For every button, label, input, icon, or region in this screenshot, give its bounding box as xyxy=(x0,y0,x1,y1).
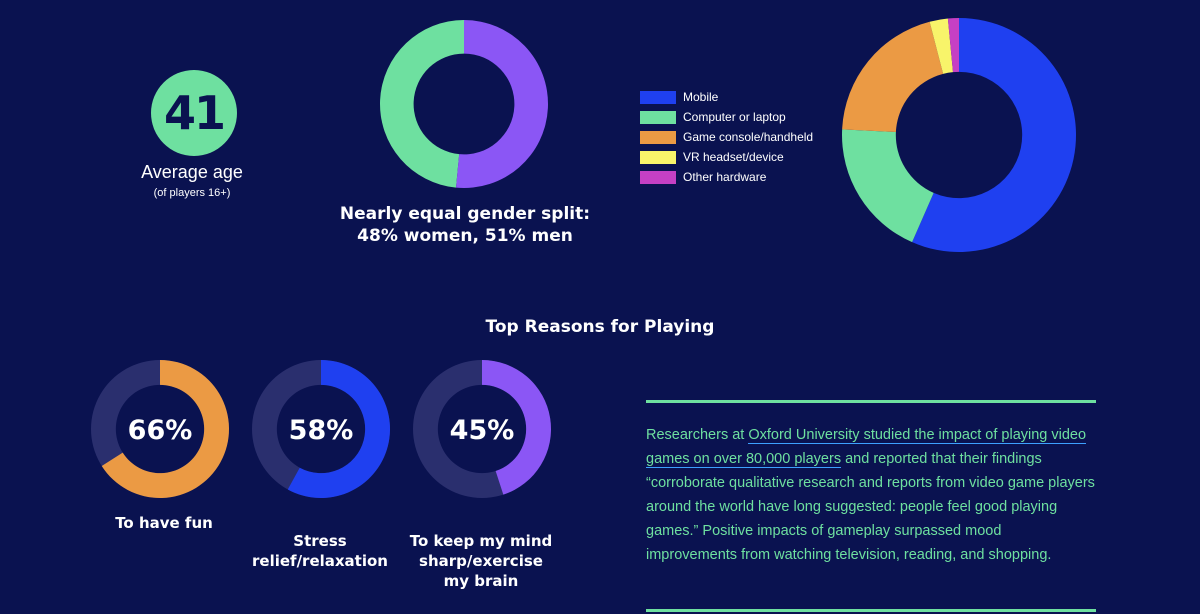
gender-caption: Nearly equal gender split: 48% women, 51… xyxy=(330,203,600,247)
donut-slice-game-console-handheld xyxy=(842,21,944,132)
legend-item: Other hardware xyxy=(640,167,813,187)
reason-percent-label: 58% xyxy=(289,415,354,446)
gender-caption-line1: Nearly equal gender split: xyxy=(339,204,591,224)
reason-caption-line: sharp/exercise xyxy=(419,552,543,570)
legend-item: Computer or laptop xyxy=(640,107,813,127)
device-legend: Mobile Computer or laptop Game console/han… xyxy=(640,87,813,187)
average-age-value: 41 xyxy=(163,86,226,140)
research-text-before: Researchers at xyxy=(646,427,749,443)
reason-brain-donut-chart: 45% xyxy=(413,360,552,498)
legend-swatch xyxy=(640,170,676,184)
reason-percent-label: 66% xyxy=(128,415,193,446)
reason-fun-donut-chart: 66% xyxy=(91,360,230,498)
device-donut-chart xyxy=(842,18,1076,252)
reasons-title: Top Reasons for Playing xyxy=(485,317,715,337)
legend-label: Game console/handheld xyxy=(683,130,814,144)
reason-stress-donut-chart: 58% xyxy=(252,360,391,498)
reason-percent-label: 45% xyxy=(450,415,515,446)
donut-slice-to-have-fun xyxy=(101,360,229,498)
legend-label: VR headset/device xyxy=(683,150,784,164)
research-text-after: and reported that their findings “corrob… xyxy=(646,451,1095,563)
reason-caption-line: Stress xyxy=(293,532,347,550)
gender-donut-chart xyxy=(380,20,548,188)
legend-label: Mobile xyxy=(683,90,719,104)
legend-item: Mobile xyxy=(640,87,813,107)
average-age-badge: 41 xyxy=(151,70,237,156)
donut-slice-other-hardware xyxy=(947,18,959,73)
average-age-label: Average age xyxy=(141,162,243,182)
donut-slice-computer-or-laptop xyxy=(842,129,934,243)
donut-slice-men xyxy=(456,20,548,188)
donut-slice-stress-relief-relaxation xyxy=(287,360,390,498)
legend-swatch xyxy=(640,130,676,144)
legend-swatch xyxy=(640,110,676,124)
reason-brain-caption: To keep my mind sharp/exercise my brain xyxy=(401,531,561,591)
reason-fun-caption: To have fun xyxy=(84,513,244,533)
legend-swatch xyxy=(640,150,676,164)
legend-label: Computer or laptop xyxy=(683,110,786,124)
gender-caption-line2: 48% women, 51% men xyxy=(357,226,573,246)
research-callout: Researchers at Oxford University studied… xyxy=(646,400,1096,612)
reason-caption-line: my brain xyxy=(443,572,519,590)
reason-caption-line: relief/relaxation xyxy=(252,552,388,570)
reason-caption-line: To have fun xyxy=(115,514,213,532)
donut-slice-women xyxy=(380,20,464,188)
legend-swatch xyxy=(640,90,676,104)
legend-label: Other hardware xyxy=(683,170,767,184)
legend-item: VR headset/device xyxy=(640,147,813,167)
donut-slice-to-keep-my-mind-sharp-exercise-my-brain xyxy=(482,360,551,495)
reason-stress-caption: Stress relief/relaxation xyxy=(240,531,400,571)
donut-slice-vr-headset-device xyxy=(929,18,953,74)
legend-item: Game console/handheld xyxy=(640,127,813,147)
average-age-sublabel: (of players 16+) xyxy=(153,187,231,199)
research-paragraph: Researchers at Oxford University studied… xyxy=(646,423,1096,567)
donut-slice-mobile xyxy=(912,18,1076,252)
reason-caption-line: To keep my mind xyxy=(409,532,553,550)
oxford-study-link[interactable]: Oxford University studied the impact of … xyxy=(646,427,1087,468)
